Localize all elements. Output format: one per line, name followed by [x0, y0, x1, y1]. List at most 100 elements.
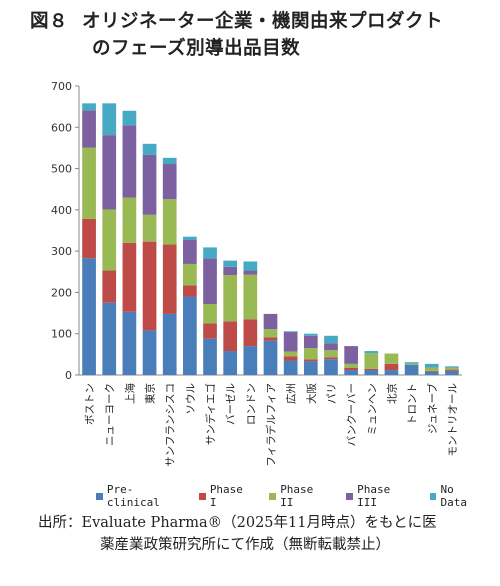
bar-segment: [243, 346, 258, 375]
x-tick-label: フィラデルフィア: [265, 383, 278, 467]
legend-swatch: [429, 492, 437, 500]
x-tick-label: サンディエゴ: [204, 383, 217, 445]
bar-segment: [203, 258, 217, 304]
bar-segment: [243, 261, 258, 271]
bar-segment: [384, 363, 399, 371]
bar-segment: [344, 346, 358, 364]
bar-segment: [384, 353, 399, 364]
bar-segment: [303, 335, 318, 349]
x-tick-label: ミュンヘン: [366, 383, 378, 436]
bar-segment: [223, 266, 238, 276]
bar-segment: [404, 364, 419, 375]
source-note: 出所：Evaluate Pharma®（2025年11月時点）をもとに医 薬産業…: [38, 512, 493, 556]
bar-segment: [223, 321, 238, 352]
chart-title: 図８ オリジネーター企業・機関由来プロダクト のフェーズ別導出品目数: [30, 8, 490, 62]
y-tick-label: 700: [51, 80, 72, 93]
bar-segment: [283, 351, 298, 357]
bar-segment: [203, 338, 217, 375]
x-tick-label: サンフランシスコ: [165, 383, 177, 467]
bar-segment: [223, 351, 238, 375]
legend-label: Phase III: [357, 483, 391, 509]
bar-segment: [203, 323, 217, 339]
x-tick-label: 大阪: [305, 383, 318, 404]
figure-label: 図８: [30, 11, 69, 32]
bar-segment: [243, 319, 258, 347]
bar-segment: [364, 370, 379, 375]
bar-segment: [404, 362, 419, 364]
bar-segment: [384, 370, 399, 375]
bar-segment: [424, 367, 439, 371]
bar-segment: [283, 331, 298, 333]
source-line-2: 薬産業政策研究所にて作成（無断転載禁止）: [100, 537, 390, 553]
bar-segment: [183, 239, 197, 264]
stacked-bar-chart: 0 100 200 300 400 500 600 700 ボストン ニューヨーク 上海 東京 サンフラ…: [51, 80, 462, 467]
x-tick-label: 広州: [285, 383, 298, 404]
bar-segment: [424, 363, 439, 368]
bar-segment: [445, 369, 459, 371]
bar-segment: [445, 366, 459, 368]
bar-segment: [142, 143, 157, 155]
bar-segment: [183, 236, 197, 240]
x-tick-label: 上海: [123, 383, 136, 404]
bar-segment: [364, 368, 379, 371]
bar-segment: [162, 157, 177, 165]
y-tick-label: 300: [51, 245, 72, 258]
title-line-2: のフェーズ別導出品目数: [92, 38, 301, 59]
bar-segment: [162, 164, 177, 200]
bar-segment: [82, 218, 96, 259]
x-tick-label: ロンドン: [245, 383, 257, 425]
title-line-1: オリジネーター企業・機関由来プロダクト: [82, 11, 444, 32]
bar-segment: [324, 357, 338, 360]
x-tick-label: 北京: [385, 383, 398, 404]
source-line-1: 出所：Evaluate Pharma®（2025年11月時点）をもとに医: [38, 515, 437, 531]
bar-segment: [344, 367, 358, 371]
bar-segment: [364, 351, 379, 354]
bar-segment: [162, 244, 177, 314]
bar-segment: [122, 110, 137, 126]
y-tick-label: 400: [51, 204, 72, 217]
bar-segment: [263, 340, 278, 375]
bar-segment: [303, 348, 318, 360]
bar-segment: [283, 360, 298, 375]
bar-segment: [102, 302, 117, 375]
legend-item: Pre-clinical: [96, 483, 185, 509]
x-tick-label: 東京: [144, 383, 157, 404]
x-tick-label: バンクーバー: [346, 383, 358, 446]
bar-segment: [364, 353, 379, 369]
bar-segment: [82, 110, 96, 148]
legend-item: Phase II: [269, 483, 332, 509]
bar-segment: [122, 197, 137, 243]
y-tick-label: 0: [65, 369, 72, 382]
bar-segment: [82, 147, 96, 219]
legend-item: No Data: [429, 483, 486, 509]
bar-segment: [102, 209, 117, 271]
x-tick-label: トロント: [407, 383, 419, 425]
bar-segment: [303, 333, 318, 336]
x-tick-label: モントリオール: [447, 383, 459, 457]
legend-item: Phase III: [346, 483, 415, 509]
bar-segment: [303, 359, 318, 362]
bar-segment: [243, 270, 258, 275]
y-tick-label: 200: [51, 286, 72, 299]
bar-segment: [424, 371, 439, 375]
legend-label: Pre-clinical: [106, 483, 160, 509]
bar-segment: [183, 263, 197, 286]
bar-segment: [183, 296, 197, 375]
bar-segment: [344, 370, 358, 375]
legend-label: No Data: [440, 483, 467, 509]
bar-segment: [122, 125, 137, 198]
bar-segment: [223, 260, 238, 267]
y-tick-label: 500: [51, 163, 72, 176]
bar-segment: [223, 275, 238, 322]
bar-segment: [263, 329, 278, 338]
bar-segment: [142, 154, 157, 215]
bar-segment: [324, 343, 338, 351]
bar-segment: [142, 241, 157, 331]
bar-segment: [102, 135, 117, 210]
bar-segment: [324, 350, 338, 358]
x-tick-label: ソウル: [185, 383, 197, 415]
bar-segment: [324, 335, 338, 344]
bar-segment: [303, 361, 318, 375]
bar-segment: [283, 356, 298, 361]
x-tick-label: ボストン: [84, 383, 96, 425]
